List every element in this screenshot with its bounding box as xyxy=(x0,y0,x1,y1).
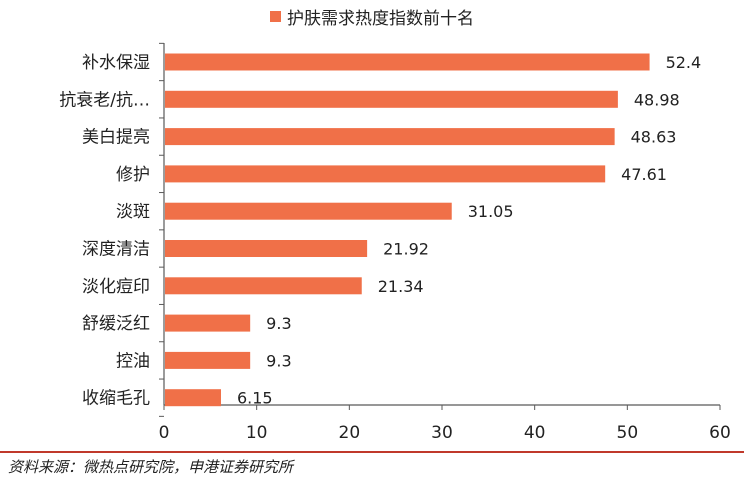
bar-chart: 0 10 20 30 40 50 60 补水保湿 52.4 抗衰老/抗… 48.98 美白提亮 48.6… xyxy=(59,42,731,443)
chart-legend: 护肤需求热度指数前十名 xyxy=(270,5,474,29)
category-label: 淡斑 xyxy=(116,202,150,222)
legend-label: 护肤需求热度指数前十名 xyxy=(287,8,474,29)
value-label: 48.63 xyxy=(631,128,677,147)
category-label: 舒缓泛红 xyxy=(82,314,150,334)
bar xyxy=(165,389,221,407)
value-label: 6.15 xyxy=(237,389,273,408)
source-note: 资料来源：微热点研究院，申港证券研究所 xyxy=(8,458,294,476)
bar xyxy=(165,53,650,71)
bar xyxy=(165,240,368,257)
bar xyxy=(165,202,452,220)
x-tick-label: 30 xyxy=(431,423,453,443)
x-tick-label: 20 xyxy=(339,423,361,443)
bar xyxy=(165,277,362,295)
x-tick-label: 60 xyxy=(709,423,731,443)
category-label: 抗衰老/抗… xyxy=(59,90,150,110)
value-label: 21.92 xyxy=(383,240,429,259)
bar xyxy=(165,90,618,108)
x-tick-label: 10 xyxy=(246,423,268,443)
bar xyxy=(165,128,615,146)
bar xyxy=(165,351,251,369)
source-divider xyxy=(0,451,744,453)
x-tick-label: 50 xyxy=(617,423,639,443)
value-label: 52.4 xyxy=(666,53,702,72)
category-label: 美白提亮 xyxy=(82,128,150,148)
value-label: 9.3 xyxy=(266,314,291,333)
category-label: 控油 xyxy=(116,351,150,371)
bar xyxy=(165,165,606,183)
bar xyxy=(165,314,251,332)
legend-swatch xyxy=(270,10,281,22)
value-label: 31.05 xyxy=(468,202,514,221)
category-label: 收缩毛孔 xyxy=(82,389,150,409)
x-tick-label: 0 xyxy=(159,423,170,443)
category-label: 淡化痘印 xyxy=(82,277,150,297)
category-label: 补水保湿 xyxy=(82,53,150,73)
value-label: 9.3 xyxy=(266,351,291,370)
category-label: 修护 xyxy=(116,165,150,185)
x-tick-label: 40 xyxy=(524,423,546,443)
value-label: 21.34 xyxy=(378,277,424,296)
value-label: 48.98 xyxy=(634,90,680,109)
value-label: 47.61 xyxy=(621,165,667,184)
category-label: 深度清洁 xyxy=(82,240,150,260)
